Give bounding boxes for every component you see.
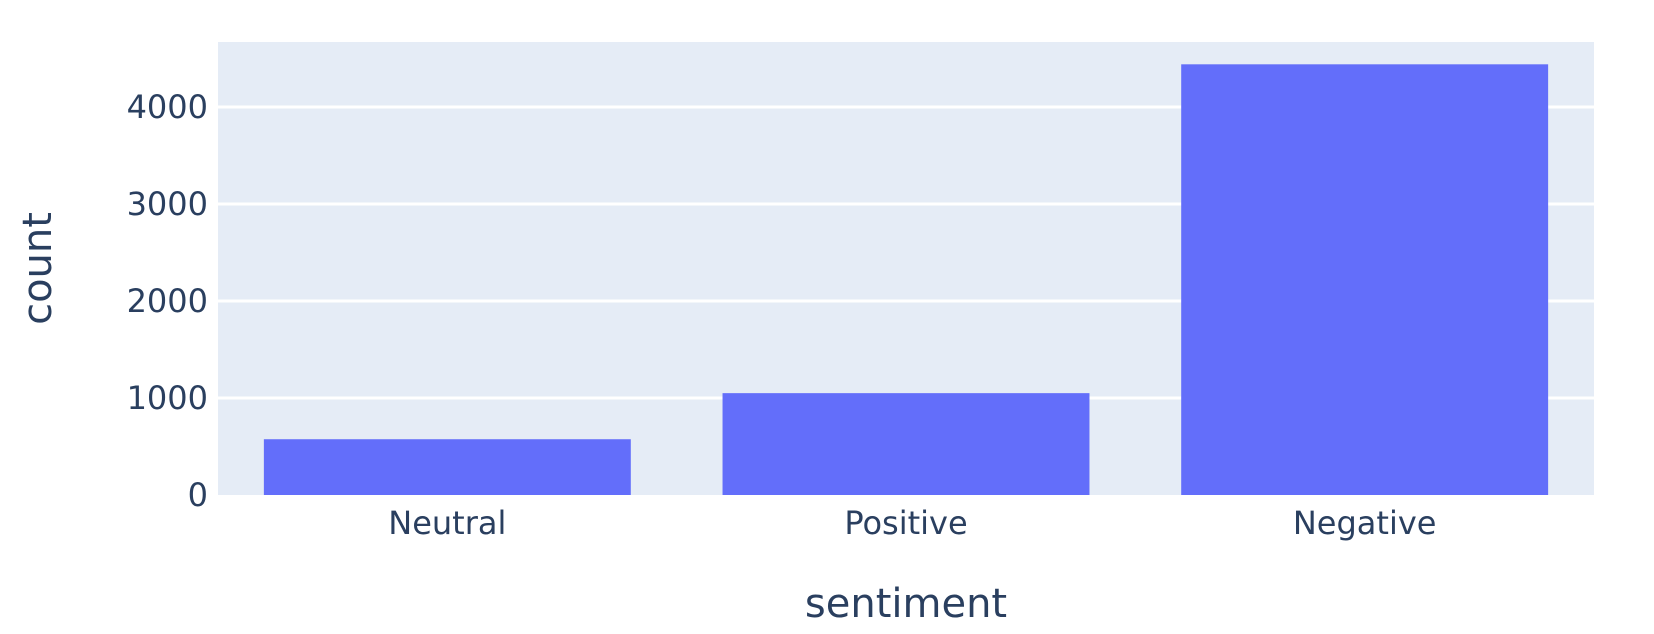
bars xyxy=(263,64,1549,496)
y-tick-label: 1000 xyxy=(127,379,208,417)
y-axis-title: count xyxy=(15,212,61,325)
x-axis-title: sentiment xyxy=(805,581,1007,627)
x-tick-label: Neutral xyxy=(388,504,506,542)
x-tick-label: Negative xyxy=(1293,504,1437,542)
y-tick-label: 2000 xyxy=(127,282,208,320)
y-tick-label: 3000 xyxy=(127,185,208,223)
x-tick-labels: Neutral Positive Negative xyxy=(388,504,1436,542)
y-tick-label: 4000 xyxy=(127,88,208,126)
bar-positive[interactable] xyxy=(722,393,1090,495)
x-tick-label: Positive xyxy=(844,504,967,542)
bar-negative[interactable] xyxy=(1181,64,1549,496)
y-tick-label: 0 xyxy=(188,476,208,514)
bar-neutral[interactable] xyxy=(263,439,631,495)
y-tick-labels: 0 1000 2000 3000 4000 xyxy=(127,88,208,514)
